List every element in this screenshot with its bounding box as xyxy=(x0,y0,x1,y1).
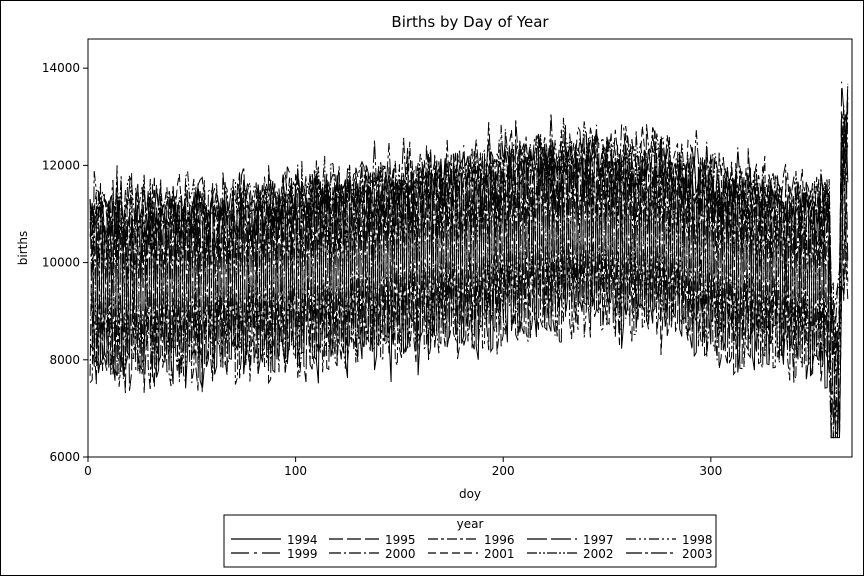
legend-label-1996: 1996 xyxy=(484,533,515,547)
y-tick-label: 14000 xyxy=(42,61,80,75)
x-tick-label: 100 xyxy=(284,464,307,478)
x-tick-label: 0 xyxy=(84,464,92,478)
series-line-1995 xyxy=(89,140,849,439)
y-axis-label: births xyxy=(16,231,30,265)
series-line-1996 xyxy=(89,128,849,439)
y-tick-label: 8000 xyxy=(49,353,80,367)
legend-label-2002: 2002 xyxy=(583,547,614,561)
legend-label-2003: 2003 xyxy=(682,547,713,561)
x-axis: 0 100 200 300 xyxy=(84,457,722,478)
chart-title: Births by Day of Year xyxy=(391,13,549,31)
legend-title: year xyxy=(457,517,484,531)
legend-label-2001: 2001 xyxy=(484,547,515,561)
series-line-2003 xyxy=(89,113,849,439)
x-tick-label: 300 xyxy=(699,464,722,478)
legend-label-1995: 1995 xyxy=(385,533,416,547)
y-tick-label: 6000 xyxy=(49,450,80,464)
series-lines xyxy=(89,81,849,439)
series-line-2001 xyxy=(89,83,849,436)
legend-label-1999: 1999 xyxy=(287,547,318,561)
series-line-2002 xyxy=(89,83,849,438)
x-axis-label: doy xyxy=(459,487,481,501)
x-tick-label: 200 xyxy=(492,464,515,478)
legend-label-1997: 1997 xyxy=(583,533,614,547)
legend-box xyxy=(223,514,717,568)
legend-label-1998: 1998 xyxy=(682,533,713,547)
y-tick-label: 12000 xyxy=(42,158,80,172)
legend-label-2000: 2000 xyxy=(385,547,416,561)
legend: 1994 1995 1996 1997 1998 1999 2000 2001 2002 2003 xyxy=(231,533,713,561)
legend-label-1994: 1994 xyxy=(287,533,318,547)
y-tick-label: 10000 xyxy=(42,256,80,270)
y-axis: 6000 8000 10000 12000 14000 xyxy=(42,61,88,464)
plot-area xyxy=(87,38,853,458)
